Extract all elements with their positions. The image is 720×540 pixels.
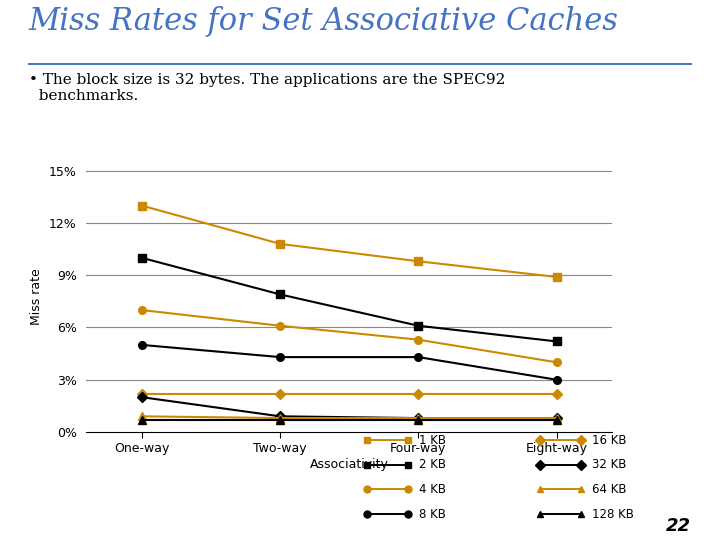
Text: 8 KB: 8 KB: [419, 508, 446, 521]
Text: • The block size is 32 bytes. The applications are the SPEC92
  benchmarks.: • The block size is 32 bytes. The applic…: [29, 72, 505, 103]
X-axis label: Associativity: Associativity: [310, 458, 389, 471]
Text: 32 KB: 32 KB: [592, 458, 626, 471]
Text: 2 KB: 2 KB: [419, 458, 446, 471]
Text: 16 KB: 16 KB: [592, 434, 626, 447]
Text: 128 KB: 128 KB: [592, 508, 634, 521]
Text: 64 KB: 64 KB: [592, 483, 626, 496]
Y-axis label: Miss rate: Miss rate: [30, 268, 43, 326]
Text: Miss Rates for Set Associative Caches: Miss Rates for Set Associative Caches: [29, 6, 618, 37]
Text: 22: 22: [666, 517, 691, 535]
Text: 1 KB: 1 KB: [419, 434, 446, 447]
Text: 4 KB: 4 KB: [419, 483, 446, 496]
